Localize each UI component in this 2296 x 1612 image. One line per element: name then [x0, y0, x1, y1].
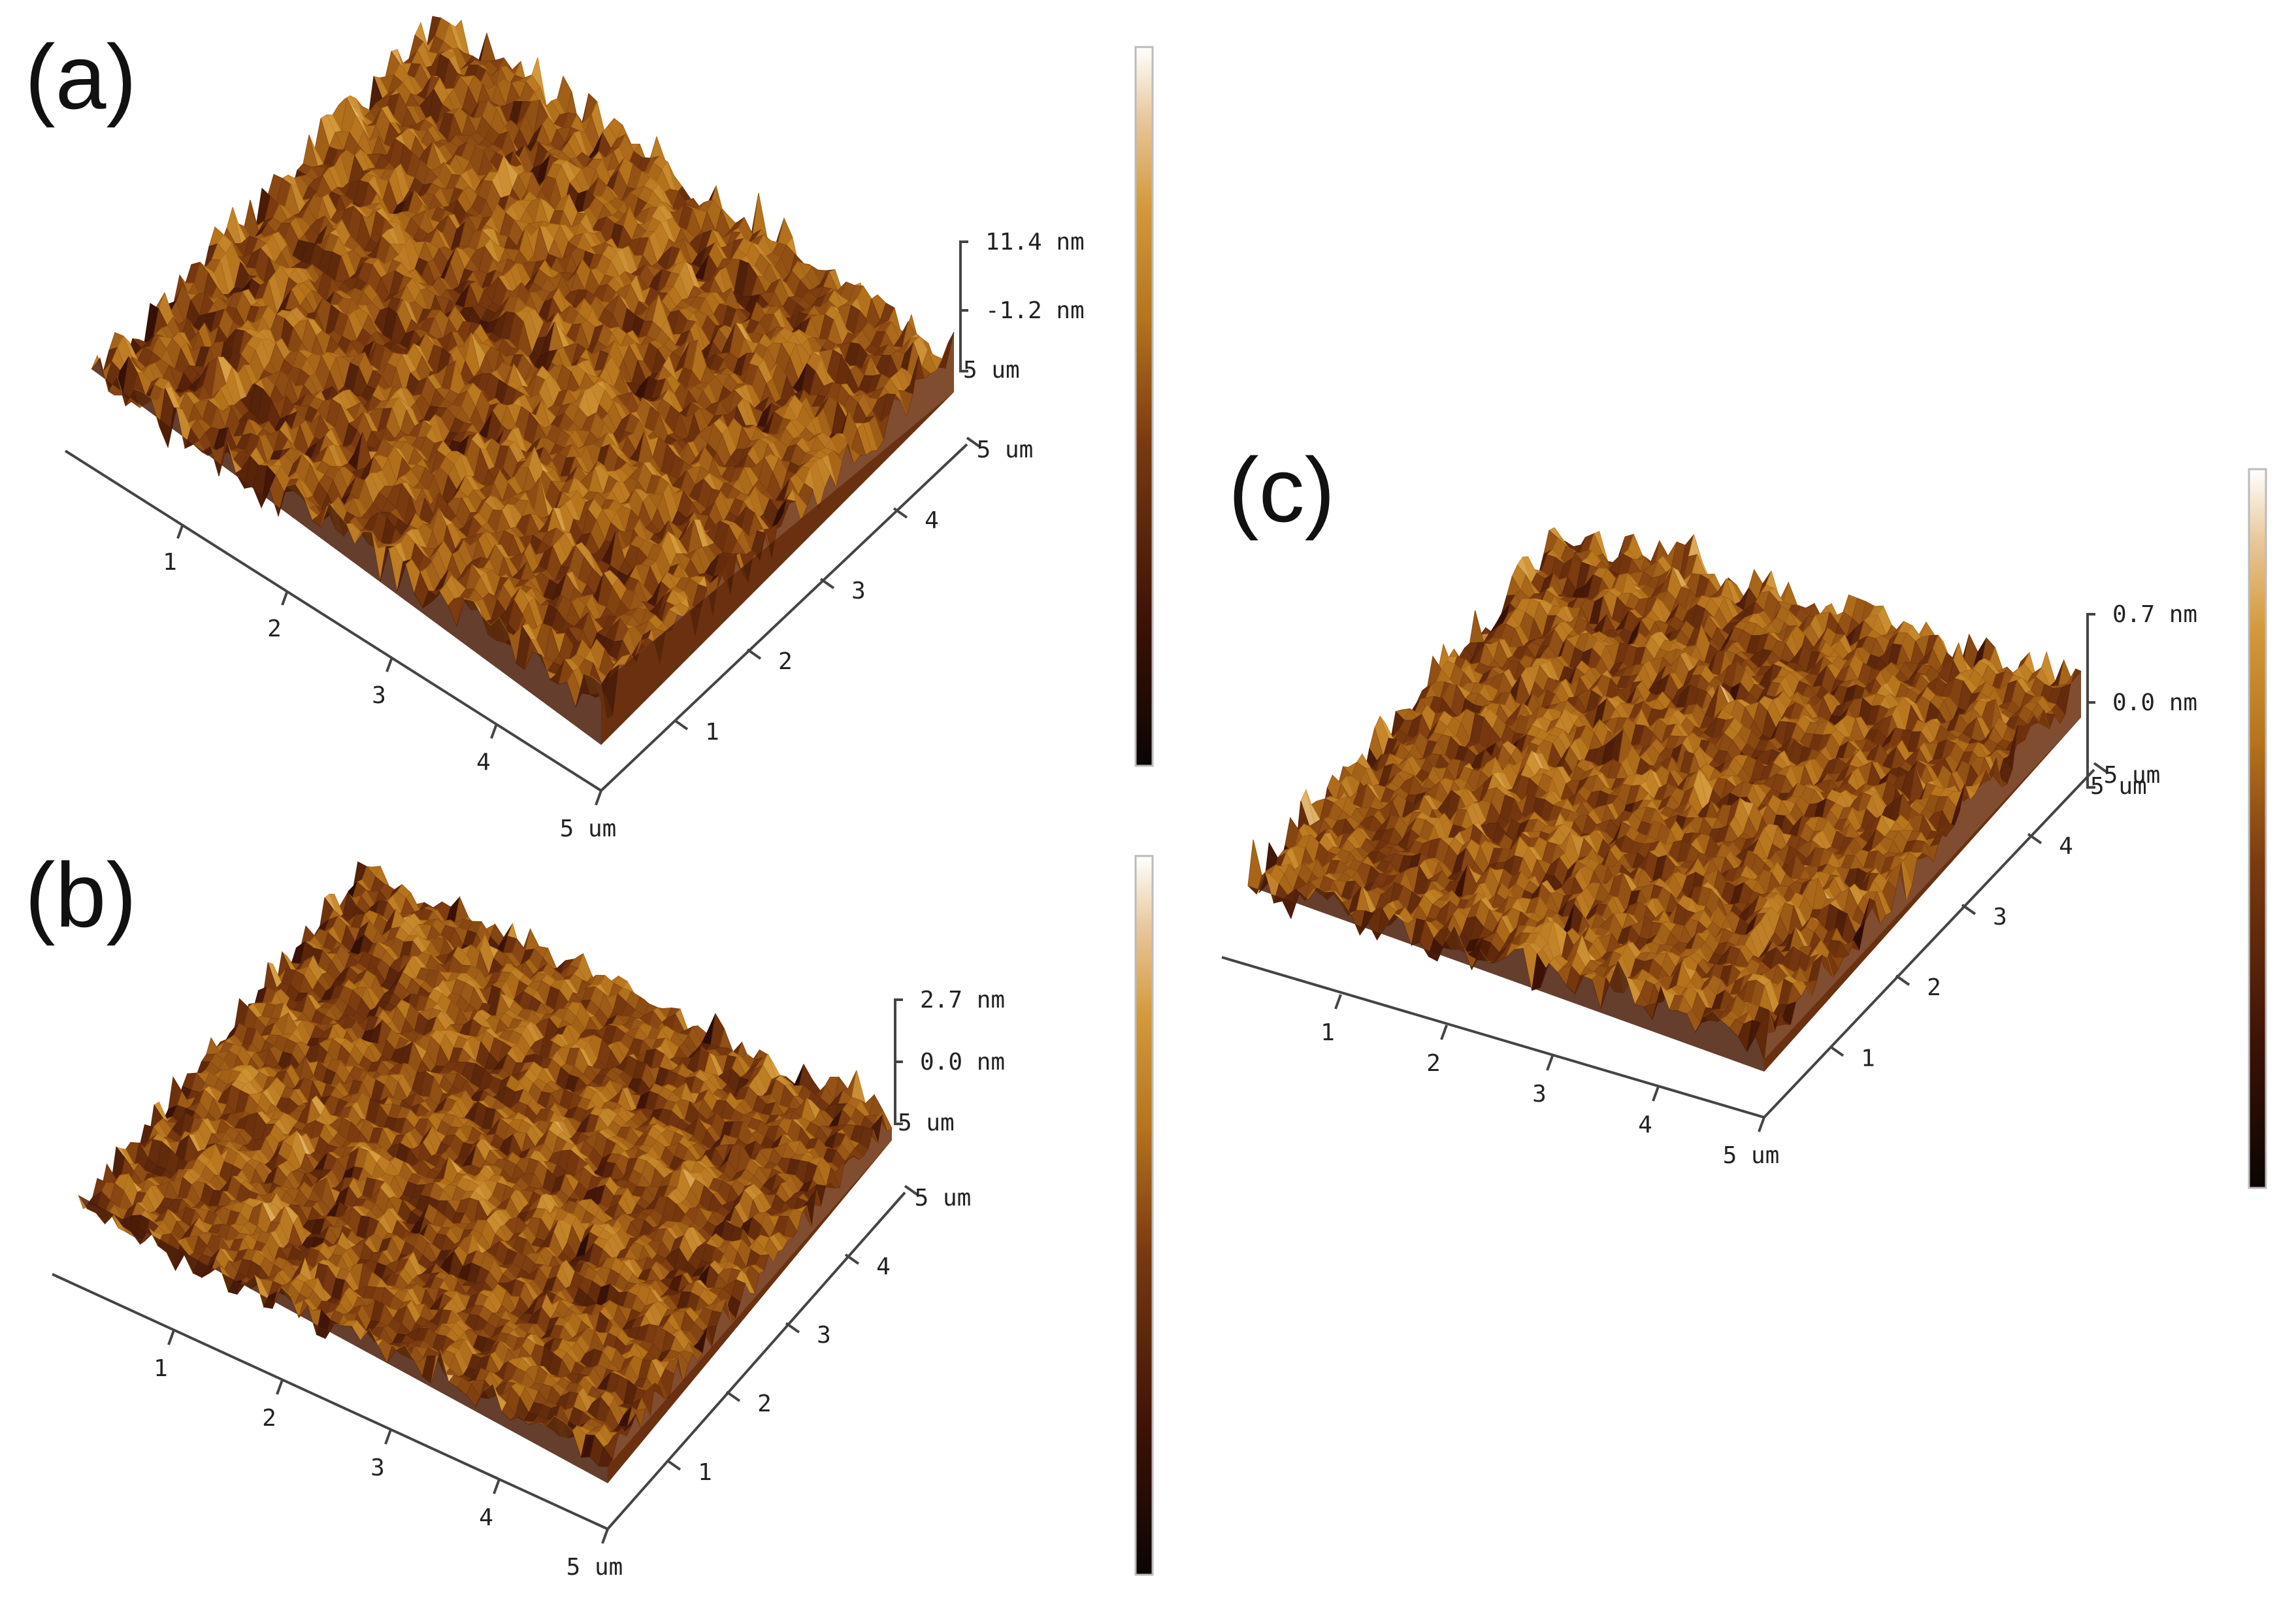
- x-tick-label: 1: [163, 549, 177, 576]
- y-tick-label: 1: [705, 719, 719, 746]
- y-tick-label: 4: [2059, 832, 2073, 859]
- y-tick: [674, 720, 687, 729]
- surface-mesh: [78, 862, 892, 1466]
- panel-label-c: (c): [1228, 444, 1335, 536]
- y-tick: [821, 579, 834, 588]
- colorbar-b: [1136, 856, 1153, 1575]
- x-tick: [596, 791, 601, 805]
- x-tick: [385, 1430, 391, 1444]
- z-top-label: 0.7 nm: [2112, 601, 2197, 628]
- z-mid-label: 0.0 nm: [2112, 689, 2197, 716]
- z-axis-line: [960, 242, 968, 371]
- x-tick-label: 3: [370, 1455, 385, 1481]
- x-tick: [277, 1380, 282, 1394]
- y-tick-label: 3: [851, 578, 866, 604]
- z-mid-label: 0.0 nm: [920, 1049, 1005, 1076]
- x-tick-label: 1: [154, 1355, 168, 1382]
- x-tick: [1653, 1087, 1658, 1101]
- x-tick: [282, 591, 287, 605]
- panel-label-a: (a): [25, 31, 137, 123]
- y-tick-label: 2: [1927, 974, 1941, 1001]
- y-tick: [667, 1460, 680, 1470]
- x-tick-label: 2: [262, 1405, 276, 1432]
- y-tick-label: 1: [698, 1459, 712, 1486]
- z-top-label: 2.7 nm: [920, 987, 1005, 1013]
- x-tick-label: 4: [476, 749, 491, 776]
- x-tick-label: 1: [1320, 1019, 1335, 1046]
- x-tick-label: 4: [479, 1504, 493, 1531]
- x-tick-label: 2: [267, 616, 282, 642]
- panel-a-surface: 1 2 3 4 5 um 1 2 3 4 5 um 11.4 nm -1.2 nm 5 um: [65, 16, 1085, 842]
- surface-mesh: [91, 16, 954, 719]
- y-tick: [727, 1392, 740, 1401]
- y-tick-label: 5 um: [977, 436, 1034, 463]
- surface-mesh: [1248, 527, 2081, 1059]
- x-tick-label: 5 um: [560, 815, 617, 842]
- x-tick: [1547, 1056, 1552, 1070]
- x-tick-label: 3: [1532, 1081, 1547, 1108]
- y-tick-label: 4: [925, 507, 939, 534]
- x-tick: [1759, 1117, 1764, 1132]
- x-tick: [1441, 1025, 1447, 1040]
- x-tick: [494, 1479, 499, 1494]
- x-tick: [387, 657, 392, 672]
- colorbar-c: [2249, 469, 2266, 1188]
- x-tick-label: 2: [1426, 1050, 1441, 1077]
- x-tick: [169, 1330, 174, 1345]
- z-axis-line: [2088, 614, 2095, 787]
- x-tick: [1336, 995, 1341, 1009]
- x-tick: [491, 724, 497, 738]
- y-tick: [747, 650, 761, 659]
- z-base-label: 5 um: [963, 357, 1020, 384]
- x-tick: [602, 1529, 608, 1543]
- y-tick-label: 1: [1861, 1045, 1875, 1072]
- y-tick: [1962, 905, 1975, 914]
- y-tick-label: 5 um: [915, 1185, 972, 1211]
- colorbar-a: [1136, 47, 1153, 766]
- y-tick-label: 3: [817, 1322, 831, 1349]
- x-tick-label: 3: [372, 682, 386, 709]
- x-tick-label: 5 um: [566, 1554, 623, 1581]
- y-tick: [1896, 976, 1909, 985]
- y-tick-label: 4: [876, 1253, 891, 1280]
- y-tick-label: 2: [757, 1390, 772, 1417]
- z-base-label: 5 um: [898, 1110, 955, 1136]
- y-tick: [1830, 1047, 1843, 1056]
- x-tick-label: 5 um: [1723, 1142, 1780, 1169]
- panel-label-b: (b): [25, 849, 137, 941]
- z-top-label: 11.4 nm: [985, 229, 1085, 255]
- z-base-label: 5 um: [2090, 773, 2147, 800]
- z-mid-label: -1.2 nm: [985, 297, 1085, 324]
- panel-b-surface: 1 2 3 4 5 um 1 2 3 4 5 um 2.7 nm 0.0 nm 5 um: [52, 862, 1005, 1581]
- y-tick-label: 2: [778, 648, 793, 675]
- y-tick: [786, 1323, 799, 1332]
- x-tick: [178, 524, 183, 538]
- y-tick-label: 3: [1993, 904, 2007, 930]
- x-tick-label: 4: [1638, 1111, 1652, 1138]
